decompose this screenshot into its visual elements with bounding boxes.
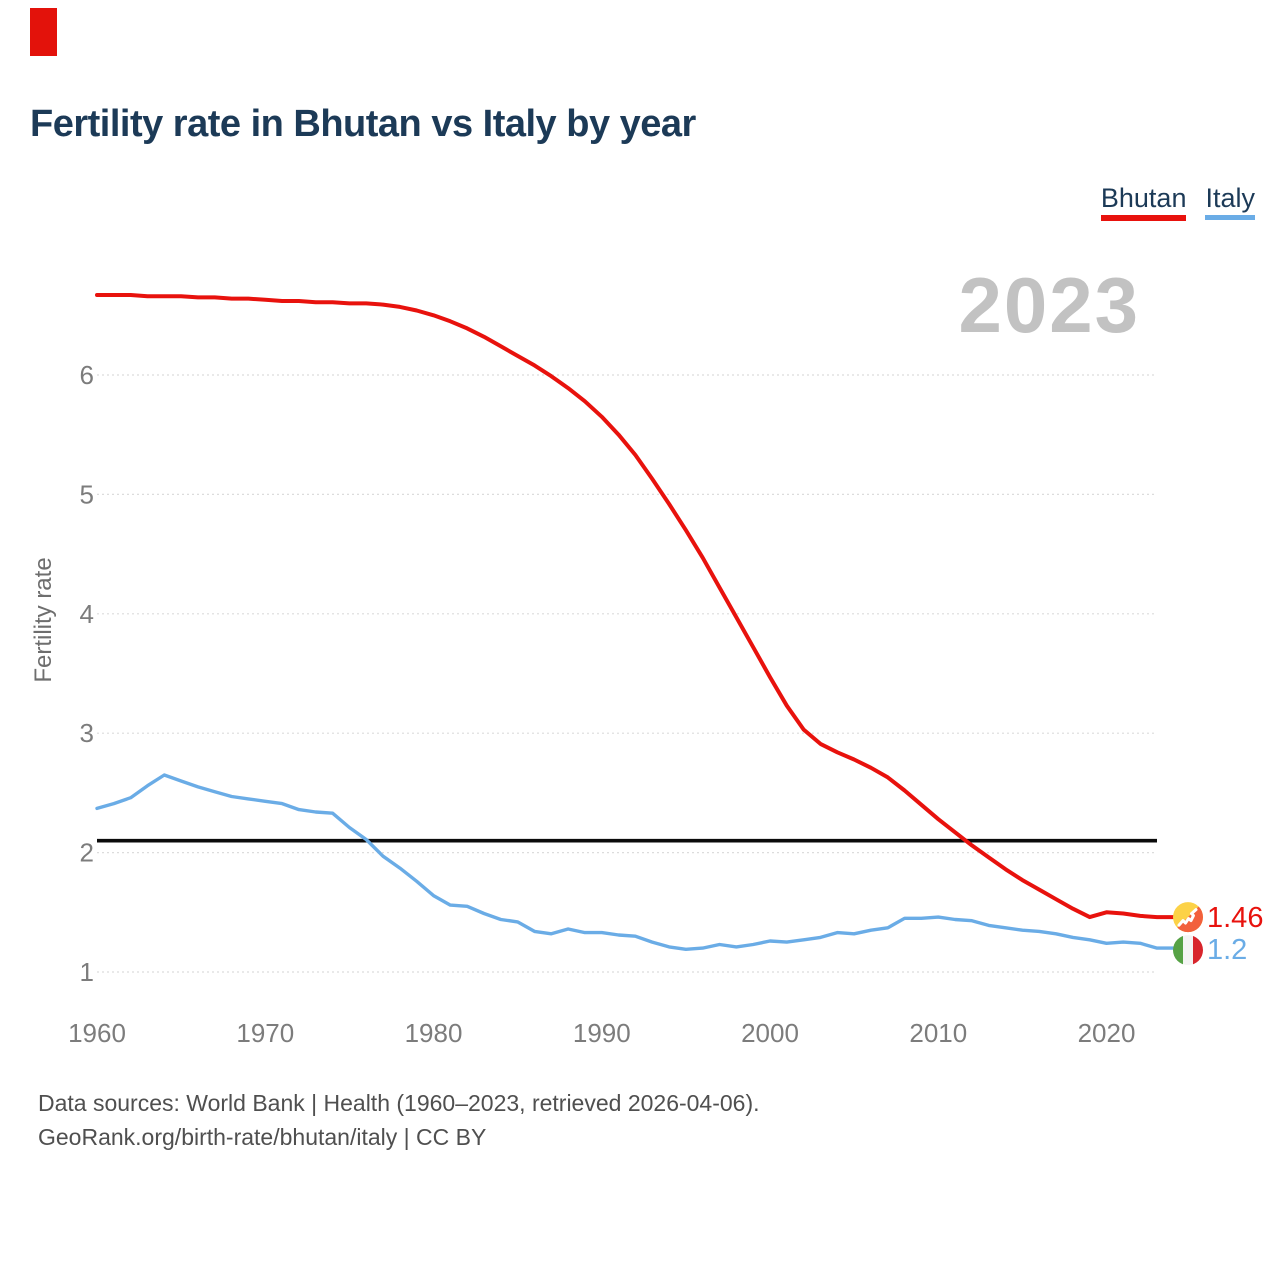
y-tick-label: 1 — [80, 957, 94, 987]
x-tick-label: 2020 — [1078, 1018, 1136, 1048]
italy-latest-value: 1.2 — [1207, 934, 1247, 966]
gridlines — [97, 374, 1157, 973]
y-tick-label: 4 — [80, 599, 94, 629]
y-tick-label: 2 — [80, 838, 94, 868]
italy-flag-icon — [1173, 935, 1203, 966]
x-tick-label: 2000 — [741, 1018, 799, 1048]
x-tick-label: 1990 — [573, 1018, 631, 1048]
legend-item-bhutan[interactable]: Bhutan — [1100, 185, 1187, 221]
brand-red-rectangle — [30, 8, 57, 56]
x-tick-label: 1970 — [236, 1018, 294, 1048]
source-line-2: GeoRank.org/birth-rate/bhutan/italy | CC… — [38, 1124, 487, 1150]
x-tick-label: 1960 — [68, 1018, 126, 1048]
legend-item-italy[interactable]: Italy — [1205, 185, 1255, 220]
x-tick-label: 1980 — [405, 1018, 463, 1048]
series-line-bhutan — [95, 293, 1175, 920]
y-tick-label: 3 — [80, 718, 94, 748]
axis-tick-labels: 1 2 3 4 5 6 1960 1970 1980 1990 2000 2010 2020 — [68, 360, 1135, 1048]
x-tick-label: 2010 — [909, 1018, 967, 1048]
data-series-lines — [95, 293, 1175, 951]
chart-title: Fertility rate in Bhutan vs Italy by yea… — [30, 103, 696, 145]
watermark-year: 2023 — [958, 261, 1140, 349]
y-tick-label: 6 — [80, 360, 94, 390]
bhutan-flag-icon — [1173, 902, 1203, 933]
source-line-1: Data sources: World Bank | Health (1960–… — [38, 1090, 760, 1116]
bhutan-latest-value: 1.46 — [1207, 902, 1263, 934]
source-note: Data sources: World Bank | Health (1960–… — [38, 1086, 760, 1154]
series-line-italy — [95, 773, 1175, 951]
y-tick-label: 5 — [80, 479, 94, 509]
chart-legend: Bhutan Italy — [1100, 185, 1255, 221]
